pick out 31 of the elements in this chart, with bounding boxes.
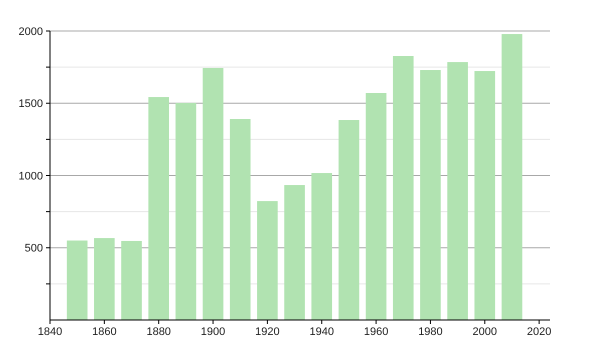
bar	[121, 240, 142, 320]
bar	[366, 92, 386, 320]
bar	[420, 70, 441, 320]
x-tick-label: 1860	[92, 326, 117, 338]
bar	[94, 238, 115, 320]
bar	[257, 201, 278, 320]
bar	[176, 102, 196, 320]
bar	[338, 120, 360, 320]
x-tick-label: 1920	[255, 326, 280, 338]
y-tick-label: 2000	[18, 26, 43, 38]
bar	[474, 71, 496, 320]
x-tick-label: 2000	[472, 326, 498, 338]
x-tick-label: 1980	[418, 326, 443, 338]
y-tick-label: 1000	[18, 170, 43, 182]
x-tick-label: 1900	[200, 326, 226, 338]
x-tick-label: 1880	[146, 326, 171, 338]
x-tick-label: 2020	[526, 326, 552, 338]
x-tick-label: 1840	[38, 326, 62, 338]
bar	[202, 68, 224, 320]
bar	[284, 185, 305, 320]
y-tick-label: 500	[24, 242, 43, 255]
bar	[502, 34, 522, 320]
bar	[148, 97, 170, 320]
bar	[66, 240, 88, 320]
bar	[230, 119, 251, 320]
bar	[392, 56, 414, 320]
x-tick-label: 1960	[364, 326, 388, 338]
y-tick-label: 1500	[18, 98, 43, 110]
bar	[311, 173, 332, 320]
x-tick-label: 1940	[309, 326, 334, 338]
bar	[447, 62, 468, 320]
